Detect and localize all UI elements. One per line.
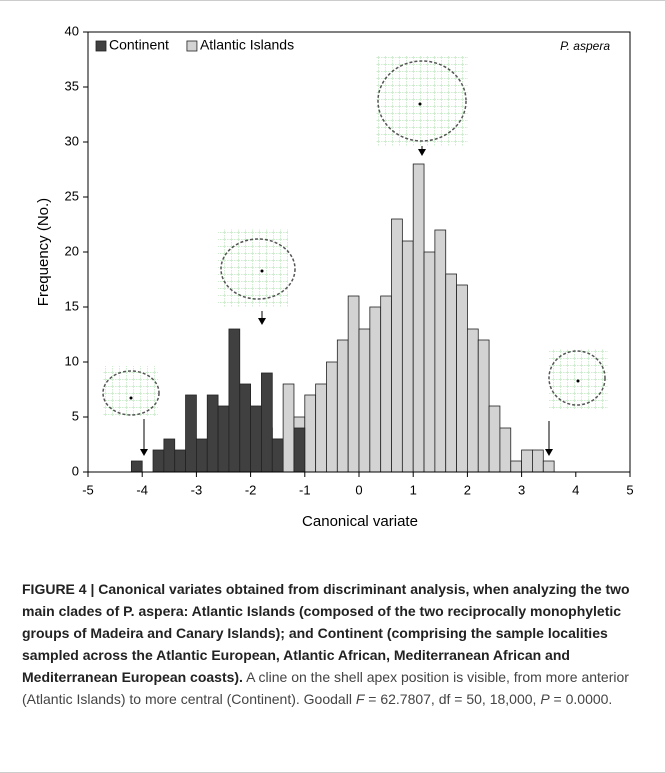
x-tick-label: -4	[136, 482, 148, 497]
bar	[521, 449, 533, 473]
bar	[532, 449, 544, 473]
bar	[152, 449, 165, 473]
bar	[185, 394, 197, 473]
bar	[358, 328, 371, 473]
bar	[130, 460, 143, 473]
annotation: P. aspera	[560, 39, 610, 53]
x-tick-label: -3	[191, 482, 203, 497]
legend-label: Atlantic Islands	[200, 37, 294, 53]
caption-text: A cline on the shell apex position is vi…	[22, 669, 629, 707]
bar	[412, 163, 425, 473]
x-tick-label: 2	[464, 482, 471, 497]
bar	[261, 372, 273, 473]
bar	[542, 460, 555, 473]
bar	[326, 361, 338, 473]
bar	[477, 339, 490, 473]
bar	[499, 427, 512, 473]
bar	[488, 405, 501, 473]
caption: FIGURE 4 | Canonical variates obtained f…	[22, 578, 647, 710]
bar	[174, 449, 186, 473]
y-tick-label: 35	[65, 78, 79, 93]
caption-text: = 0.0000.	[549, 691, 613, 707]
y-tick-label: 40	[65, 23, 79, 38]
bar	[217, 405, 230, 473]
caption-text: P	[540, 691, 550, 707]
caption-bold: FIGURE 4 | Canonical variates obtained f…	[22, 581, 630, 685]
x-tick-label: 1	[410, 482, 417, 497]
y-axis-label: Frequency (No.)	[35, 198, 52, 306]
bar	[466, 328, 479, 473]
bar	[250, 405, 262, 473]
bar	[163, 438, 176, 473]
bar	[239, 383, 251, 473]
y-tick-label: 5	[72, 408, 79, 423]
x-axis-label: Canonical variate	[302, 513, 418, 530]
x-tick-label: -2	[245, 482, 257, 497]
bar	[206, 394, 219, 473]
shell-outlines	[102, 56, 608, 456]
bar	[391, 218, 403, 473]
bar	[304, 394, 317, 473]
bar	[271, 438, 284, 473]
caption-text: = 62.7807, df = 50, 18,000,	[364, 691, 541, 707]
bar	[456, 284, 468, 473]
bar	[369, 306, 382, 473]
legend-swatch	[186, 40, 198, 52]
x-tick-label: -5	[82, 482, 94, 497]
bar	[228, 328, 241, 473]
x-tick-label: -1	[299, 482, 311, 497]
x-tick-label: 3	[518, 482, 525, 497]
bar	[293, 427, 306, 473]
chart: P. aspera Canonical variate Frequency (N…	[35, 23, 634, 530]
bar	[434, 229, 447, 473]
bar	[380, 295, 392, 473]
y-tick-label: 0	[72, 463, 79, 478]
y-tick-label: 15	[65, 298, 79, 313]
y-tick-label: 25	[65, 188, 79, 203]
caption-text: F	[355, 691, 365, 707]
bar	[282, 383, 295, 473]
legend-swatch	[95, 40, 107, 52]
y-tick-label: 10	[65, 353, 79, 368]
x-tick-label: 4	[572, 482, 579, 497]
bar	[510, 460, 523, 473]
bar	[336, 339, 349, 473]
bar	[445, 273, 457, 473]
bar	[401, 240, 414, 473]
bar	[195, 438, 208, 473]
legend-label: Continent	[109, 37, 169, 53]
bar	[423, 251, 436, 473]
bar	[347, 295, 360, 473]
y-tick-label: 30	[65, 133, 79, 148]
y-tick-label: 20	[65, 243, 79, 258]
bar	[315, 383, 327, 473]
x-tick-label: 0	[355, 482, 362, 497]
x-tick-label: 5	[626, 482, 633, 497]
